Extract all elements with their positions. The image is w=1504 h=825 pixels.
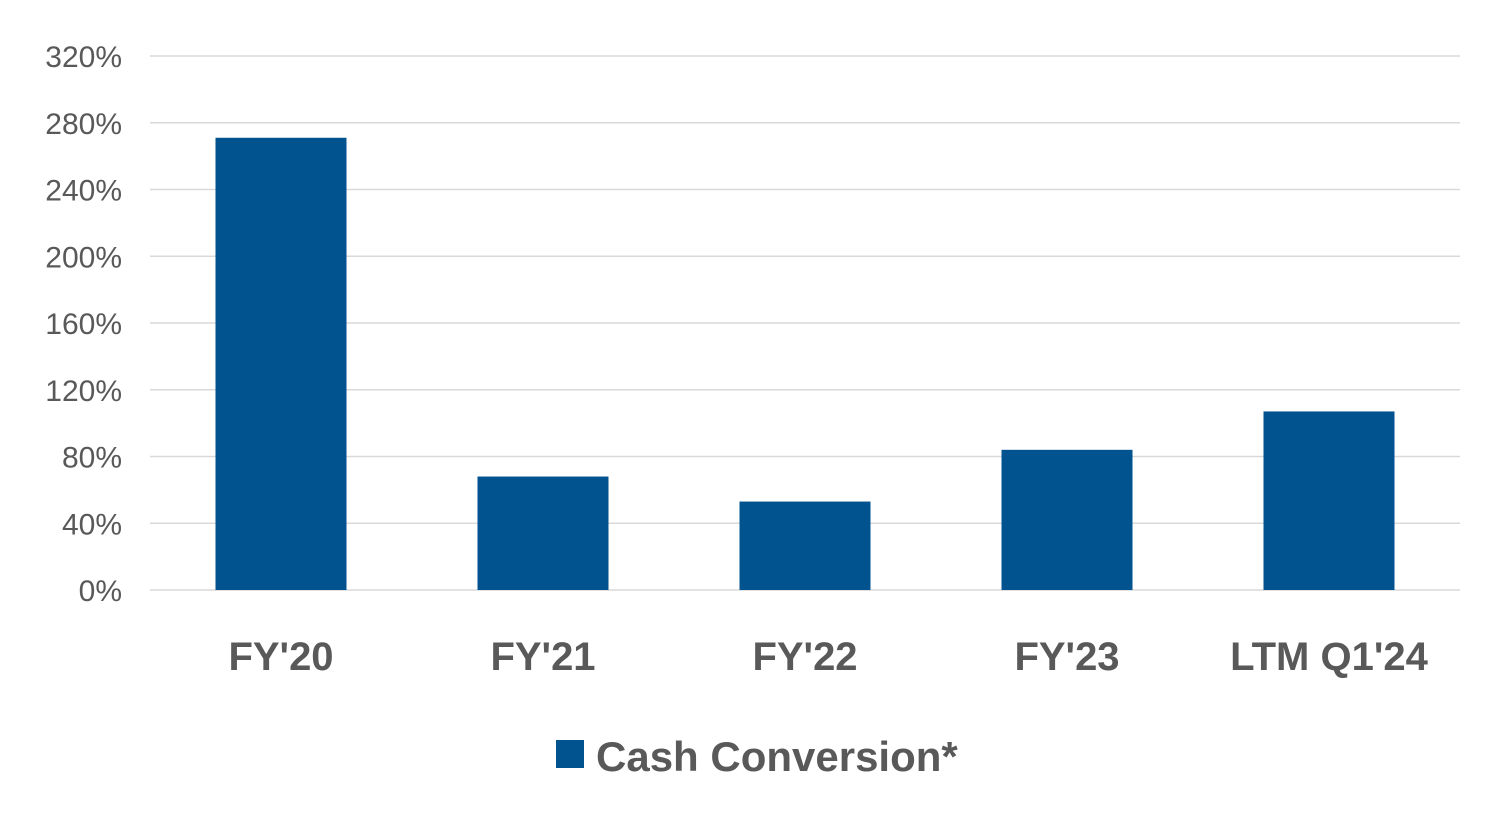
bar-0	[215, 137, 347, 591]
x-axis-ticks: FY'20 FY'21 FY'22 FY'23 LTM Q1'24	[228, 635, 1428, 679]
x-tick-label: FY'22	[752, 635, 857, 679]
y-tick-label: 320%	[45, 41, 122, 74]
y-tick-label: 240%	[45, 175, 122, 208]
y-axis-ticks: 0% 40% 80% 120% 160% 200% 240% 280% 320%	[45, 41, 122, 608]
x-tick-label: LTM Q1'24	[1230, 635, 1428, 679]
x-tick-label: FY'23	[1014, 635, 1119, 679]
legend-swatch	[556, 740, 584, 768]
bar-3	[1001, 449, 1133, 590]
y-tick-label: 80%	[62, 442, 122, 475]
y-tick-label: 160%	[45, 308, 122, 341]
gridlines	[150, 55, 1460, 591]
y-tick-label: 280%	[45, 108, 122, 141]
x-tick-label: FY'21	[490, 635, 595, 679]
y-tick-label: 120%	[45, 375, 122, 408]
x-tick-label: FY'20	[228, 635, 333, 679]
legend: Cash Conversion*	[556, 733, 958, 780]
bars	[215, 137, 1395, 591]
y-tick-label: 40%	[62, 508, 122, 541]
bar-2	[739, 501, 871, 590]
y-tick-label: 200%	[45, 241, 122, 274]
bar-1	[477, 476, 609, 590]
bar-4	[1263, 411, 1395, 590]
y-tick-label: 0%	[79, 575, 122, 608]
legend-label-cash-conversion: Cash Conversion*	[596, 733, 958, 780]
